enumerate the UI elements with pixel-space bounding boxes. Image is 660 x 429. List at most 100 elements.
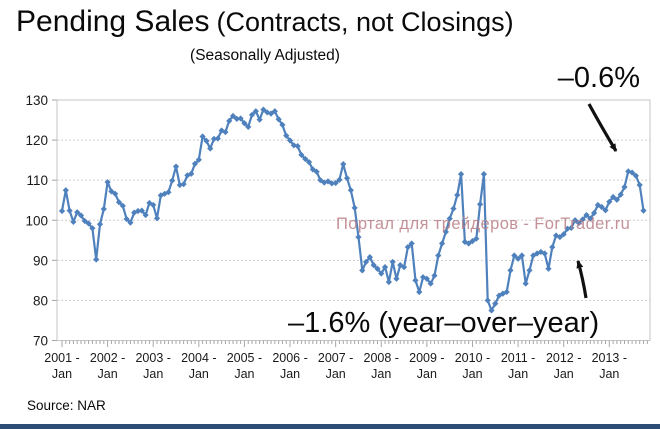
- data-point-marker: [503, 288, 510, 296]
- data-point-marker: [100, 205, 107, 213]
- x-axis-label-month: Jan: [326, 367, 346, 381]
- data-point-marker: [495, 292, 503, 299]
- source-note: Source: NAR: [27, 398, 106, 413]
- data-point-marker: [408, 240, 415, 247]
- data-point-marker: [226, 117, 233, 124]
- chart-subtitle: (Seasonally Adjusted): [190, 47, 340, 64]
- data-point-marker: [560, 231, 567, 238]
- data-point-marker: [355, 233, 362, 241]
- x-axis-label-year: 2010 -: [455, 351, 490, 365]
- data-point-marker: [62, 187, 69, 194]
- x-axis-label-month: Jan: [52, 367, 72, 381]
- data-point-marker: [233, 115, 240, 122]
- arrow-to-recent-decline: [576, 260, 588, 299]
- data-point-marker: [112, 190, 119, 197]
- x-axis-label-year: 2012 -: [546, 351, 581, 365]
- data-point-marker: [180, 181, 187, 188]
- data-point-marker: [191, 160, 199, 167]
- data-point-marker: [484, 297, 491, 304]
- data-point-marker: [66, 207, 73, 214]
- x-axis-label-year: 2002 -: [90, 351, 125, 365]
- data-point-marker: [609, 193, 617, 201]
- data-point-marker: [58, 207, 66, 215]
- annotation-month-change: –0.6%: [557, 62, 640, 94]
- axis-ticks: [52, 99, 648, 347]
- data-point-marker: [134, 207, 142, 215]
- data-point-marker: [199, 133, 206, 140]
- data-point-marker: [317, 177, 324, 184]
- x-axis-label-month: Jan: [189, 367, 209, 381]
- data-point-marker: [153, 215, 161, 222]
- data-point-marker: [583, 211, 590, 219]
- x-axis-label-month: Jan: [417, 367, 437, 381]
- data-point-marker: [343, 175, 351, 182]
- data-point-marker: [423, 275, 430, 282]
- data-point-marker: [499, 290, 506, 297]
- data-point-marker: [321, 179, 328, 186]
- data-point-marker: [541, 250, 548, 257]
- data-point-marker: [431, 272, 438, 279]
- series-line: [60, 108, 645, 312]
- data-point-marker: [305, 159, 313, 166]
- x-axis-label-month: Jan: [234, 367, 254, 381]
- data-point-marker: [556, 233, 563, 241]
- x-axis-label-month: Jan: [462, 367, 482, 381]
- data-point-marker: [245, 123, 252, 130]
- data-point-marker: [70, 218, 77, 225]
- y-axis-label: 90: [33, 253, 48, 268]
- y-axis-label: 110: [26, 173, 48, 188]
- data-point-marker: [571, 217, 579, 224]
- data-point-marker: [385, 278, 392, 286]
- data-point-marker: [617, 191, 624, 198]
- data-point-marker: [260, 106, 267, 113]
- data-point-marker: [549, 244, 556, 251]
- data-point-marker: [568, 224, 575, 231]
- data-point-marker: [169, 177, 176, 184]
- data-point-marker: [446, 215, 453, 222]
- x-axis-label-month: Jan: [280, 367, 300, 381]
- data-point-marker: [530, 252, 537, 259]
- x-axis-label-month: Jan: [371, 367, 391, 381]
- data-point-marker: [359, 267, 366, 274]
- data-point-marker: [172, 163, 180, 170]
- data-point-marker: [457, 171, 465, 178]
- data-point-marker: [279, 121, 286, 128]
- data-point-marker: [579, 216, 586, 223]
- data-point-marker: [237, 115, 244, 122]
- x-axis-label-month: Jan: [554, 367, 574, 381]
- x-axis-label-year: 2013 -: [592, 351, 627, 365]
- data-point-marker: [628, 169, 636, 176]
- arrow-to-latest-point: [587, 103, 618, 152]
- data-point-marker: [336, 176, 343, 183]
- data-point-marker: [340, 161, 347, 168]
- data-point-marker: [514, 255, 522, 262]
- data-point-marker: [393, 275, 400, 282]
- data-point-marker: [210, 135, 218, 142]
- data-point-marker: [416, 288, 423, 296]
- data-point-marker: [625, 168, 632, 175]
- data-point-marker: [389, 258, 396, 266]
- data-point-marker: [545, 265, 552, 272]
- data-point-marker: [150, 201, 157, 209]
- data-point-marker: [636, 181, 643, 189]
- data-point-marker: [313, 168, 320, 175]
- x-axis-label-month: Jan: [508, 367, 528, 381]
- data-point-marker: [590, 209, 598, 217]
- data-point-marker: [632, 172, 639, 179]
- data-point-marker: [85, 220, 92, 227]
- data-point-marker: [332, 179, 339, 187]
- data-point-marker: [89, 225, 96, 232]
- x-axis-label-month: Jan: [143, 367, 163, 381]
- data-point-marker: [370, 262, 377, 269]
- data-point-marker: [248, 111, 256, 118]
- data-point-marker: [328, 180, 335, 187]
- data-point-marker: [298, 151, 305, 159]
- data-point-marker: [203, 137, 210, 144]
- data-point-marker: [480, 171, 487, 178]
- x-axis-label-month: Jan: [98, 367, 118, 381]
- bottom-border-bar: [0, 424, 660, 429]
- data-point-marker: [598, 203, 605, 211]
- data-point-marker: [575, 219, 582, 227]
- x-axis-label-year: 2006 -: [272, 351, 307, 365]
